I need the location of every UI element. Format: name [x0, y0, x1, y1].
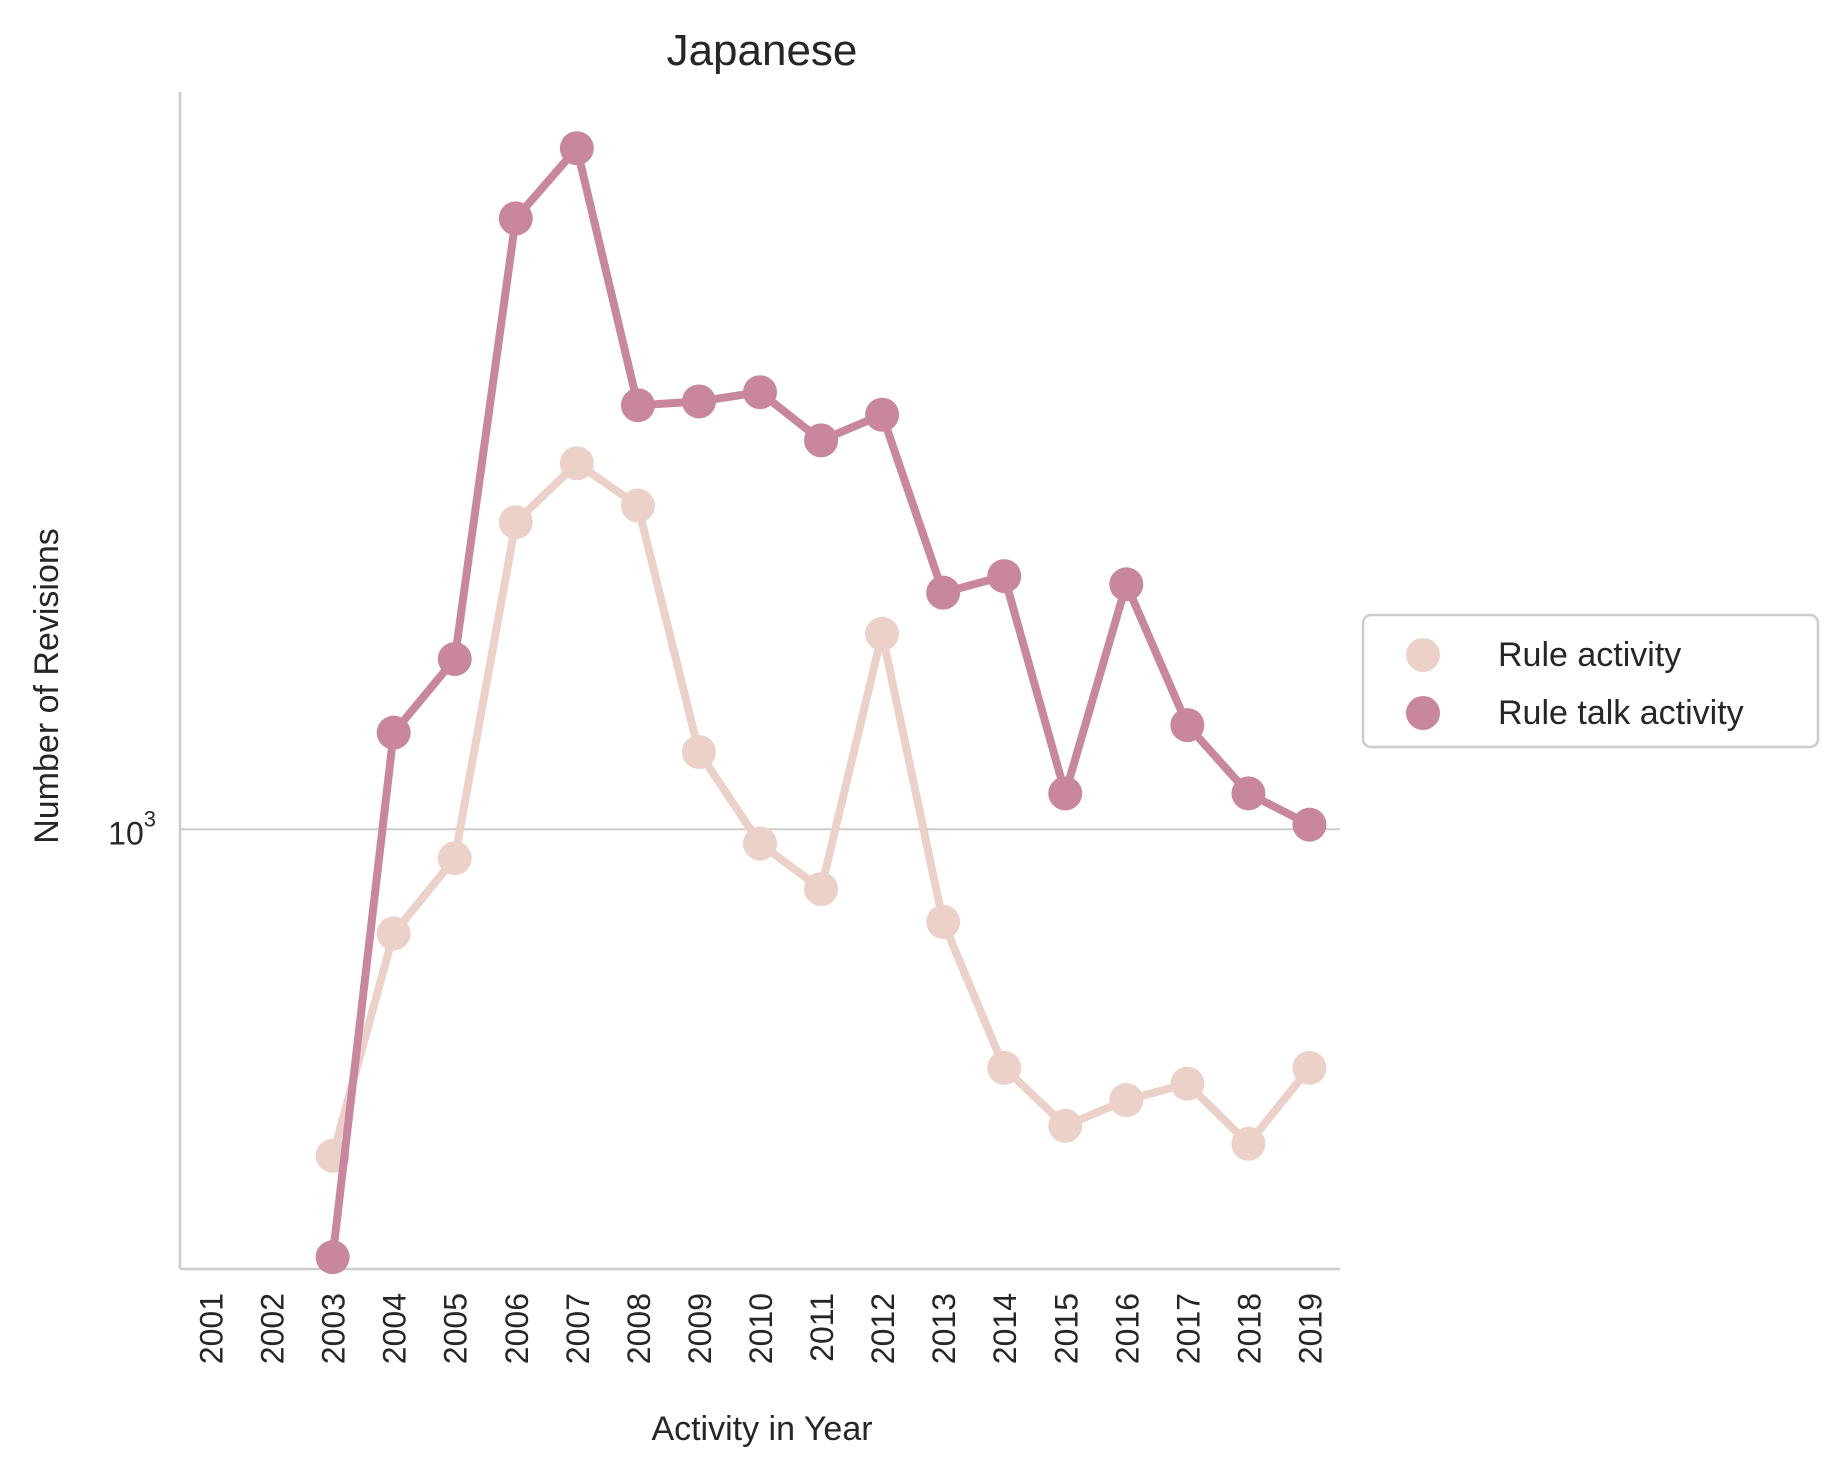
data-point: [987, 1050, 1022, 1085]
x-tick-labels: 2001 2002 2003 2004 2005 2006 2007 2008 2009 2010…: [194, 1293, 1329, 1364]
data-point: [498, 505, 533, 540]
y-tick-exponent: 3: [144, 806, 156, 831]
legend-label: Rule talk activity: [1498, 694, 1744, 732]
data-point: [559, 446, 594, 481]
x-tick-label: 2009: [682, 1293, 718, 1364]
data-point: [743, 826, 777, 861]
x-tick-label: 2008: [621, 1293, 657, 1364]
x-tick-label: 2007: [560, 1293, 596, 1364]
data-point: [620, 388, 655, 423]
data-point: [926, 575, 961, 610]
axes: [178, 92, 1340, 1271]
data-point: [926, 904, 961, 939]
data-point: [620, 488, 655, 523]
x-tick-label: 2018: [1231, 1293, 1267, 1364]
data-point: [804, 872, 839, 907]
data-point: [315, 1240, 350, 1275]
data-point: [1170, 1066, 1205, 1101]
x-tick-label: 2004: [377, 1293, 413, 1364]
series-rule-talk-activity: [315, 131, 1327, 1275]
data-point: [987, 559, 1022, 594]
data-point: [1170, 708, 1205, 743]
x-tick-label: 2011: [804, 1293, 840, 1362]
y-tick-base: 10: [108, 815, 144, 851]
data-point: [376, 916, 411, 951]
data-point: [498, 201, 533, 236]
x-tick-label: 2017: [1170, 1293, 1206, 1364]
data-point: [865, 397, 900, 432]
data-point: [1231, 1126, 1266, 1161]
data-point: [1048, 776, 1083, 811]
x-tick-label: 2019: [1292, 1293, 1328, 1364]
data-point: [1292, 807, 1327, 842]
data-point: [437, 841, 472, 876]
data-point: [743, 375, 777, 410]
x-tick-label: 2013: [926, 1293, 962, 1364]
x-tick-label: 2015: [1048, 1293, 1084, 1364]
x-tick-label: 2012: [865, 1293, 901, 1364]
x-tick-label: 2003: [316, 1293, 352, 1364]
y-tick-labels: 103: [108, 806, 156, 851]
data-point: [376, 715, 411, 750]
data-point: [1292, 1050, 1327, 1085]
x-tick-label: 2002: [255, 1293, 291, 1364]
x-tick-label: 2010: [743, 1293, 779, 1364]
y-tick-label: 103: [108, 806, 156, 851]
series-lines: [315, 131, 1327, 1275]
x-tick-label: 2016: [1109, 1293, 1145, 1364]
x-tick-label: 2001: [194, 1293, 230, 1364]
data-point: [1231, 776, 1266, 811]
x-tick-label: 2005: [438, 1293, 474, 1364]
legend-label: Rule activity: [1498, 636, 1681, 674]
data-point: [1109, 567, 1144, 602]
series-line: [328, 459, 1314, 1160]
series-rule-activity: [315, 446, 1327, 1173]
x-tick-label: 2006: [499, 1293, 535, 1364]
legend-box: [1361, 613, 1820, 749]
y-axis-label: Number of Revisions: [28, 528, 66, 844]
legend: Rule activity Rule talk activity: [1361, 613, 1820, 749]
data-point: [681, 384, 716, 419]
x-tick-label: 2014: [987, 1293, 1023, 1364]
data-point: [865, 616, 900, 651]
x-axis-label: Activity in Year: [651, 1410, 872, 1448]
data-point: [559, 131, 594, 166]
data-point: [1048, 1108, 1083, 1143]
legend-marker: [1406, 696, 1440, 730]
data-point: [437, 642, 472, 677]
data-point: [1109, 1083, 1144, 1118]
data-point: [804, 423, 839, 458]
data-point: [681, 735, 716, 770]
legend-marker: [1406, 638, 1440, 672]
chart-title: Japanese: [667, 26, 858, 75]
